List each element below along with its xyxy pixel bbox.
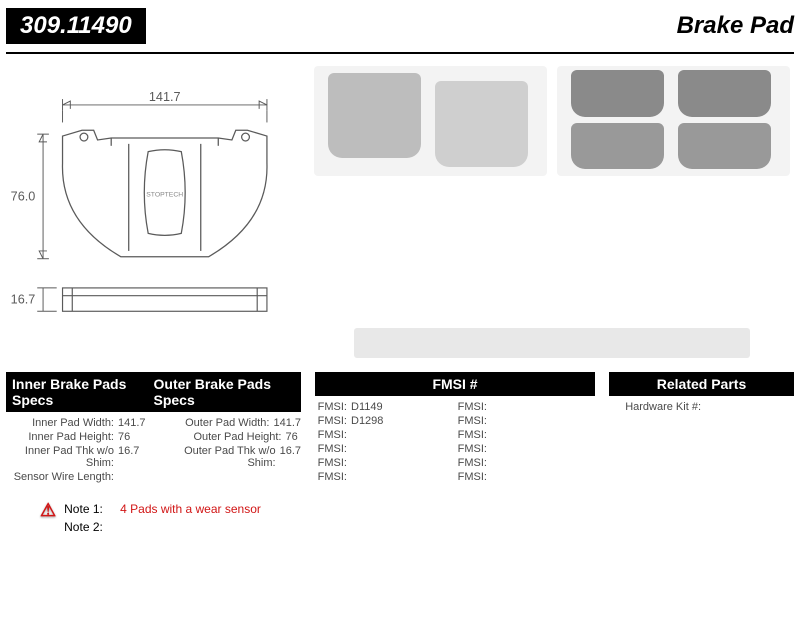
- brand-label: STOPTECH: [146, 191, 183, 198]
- fmsi-value: [347, 429, 351, 441]
- inner-spec-value: 76: [114, 431, 130, 443]
- photo-3: [354, 328, 750, 358]
- fmsi-label: FMSI:: [455, 443, 487, 455]
- fmsi-value: [347, 471, 351, 483]
- part-number: 309.11490: [6, 8, 146, 44]
- fmsi-label: FMSI:: [455, 457, 487, 469]
- outer-spec-value: 16.7: [276, 445, 301, 469]
- inner-header: Inner Brake Pads Specs: [12, 376, 154, 408]
- note1-label: Note 1:: [64, 502, 112, 516]
- fmsi-label: FMSI:: [315, 443, 347, 455]
- fmsi-label: FMSI:: [315, 457, 347, 469]
- fmsi-label: FMSI:: [455, 401, 487, 413]
- specs-pads: Inner Brake Pads Specs Outer Brake Pads …: [6, 372, 301, 484]
- fmsi-value: [487, 401, 491, 413]
- fmsi-label: FMSI:: [455, 415, 487, 427]
- fmsi-label: FMSI:: [455, 429, 487, 441]
- outer-spec-label: Outer Pad Height:: [154, 431, 282, 443]
- fmsi-value: D1149: [347, 401, 383, 413]
- warning-icon: ⚠: [40, 500, 56, 521]
- technical-diagram: 141.7 76.0: [10, 66, 300, 358]
- header: 309.11490 Brake Pad: [0, 0, 800, 52]
- fmsi-value: D1298: [347, 415, 383, 427]
- inner-spec-value: 16.7: [114, 445, 139, 469]
- outer-spec-label: Outer Pad Width:: [154, 417, 270, 429]
- inner-spec-value: 141.7: [114, 417, 146, 429]
- note1-text: 4 Pads with a wear sensor: [120, 502, 261, 516]
- dim-height: 76.0: [11, 189, 36, 203]
- fmsi-header: FMSI #: [432, 376, 477, 392]
- specs-fmsi: FMSI # FMSI:D1149FMSI: FMSI:D1298FMSI: F…: [315, 372, 595, 484]
- inner-spec-value: [114, 471, 118, 483]
- inner-spec-label: Sensor Wire Length:: [6, 471, 114, 483]
- photo-1: [314, 66, 547, 176]
- fmsi-value: [347, 443, 351, 455]
- fmsi-value: [347, 457, 351, 469]
- photo-2: [557, 66, 790, 176]
- fmsi-value: [487, 443, 491, 455]
- outer-spec-value: 76: [282, 431, 298, 443]
- fmsi-label: FMSI:: [315, 471, 347, 483]
- specs-related: Related Parts Hardware Kit #:: [609, 372, 794, 484]
- outer-spec-value: 141.7: [269, 417, 301, 429]
- product-photos: [314, 66, 790, 358]
- fmsi-label: FMSI:: [315, 429, 347, 441]
- note2-label: Note 2:: [64, 520, 112, 534]
- fmsi-label: FMSI:: [315, 401, 347, 413]
- outer-spec-label: Outer Pad Thk w/o Shim:: [154, 445, 276, 469]
- inner-spec-label: Inner Pad Width:: [6, 417, 114, 429]
- specs-area: Inner Brake Pads Specs Outer Brake Pads …: [0, 364, 800, 484]
- related-header: Related Parts: [657, 376, 746, 392]
- notes-area: ⚠ Note 1: 4 Pads with a wear sensor Note…: [0, 484, 800, 534]
- dim-width: 141.7: [149, 90, 181, 104]
- fmsi-value: [487, 471, 491, 483]
- fmsi-label: FMSI:: [455, 471, 487, 483]
- outer-header: Outer Brake Pads Specs: [154, 376, 296, 408]
- image-area: 141.7 76.0: [0, 54, 800, 364]
- fmsi-value: [487, 415, 491, 427]
- fmsi-label: FMSI:: [315, 415, 347, 427]
- inner-spec-label: Inner Pad Height:: [6, 431, 114, 443]
- fmsi-value: [487, 429, 491, 441]
- dim-thickness: 16.7: [11, 292, 36, 306]
- inner-spec-label: Inner Pad Thk w/o Shim:: [6, 445, 114, 469]
- related-label: Hardware Kit #:: [609, 401, 701, 413]
- related-value: [701, 401, 705, 413]
- product-type: Brake Pad: [677, 12, 794, 40]
- fmsi-value: [487, 457, 491, 469]
